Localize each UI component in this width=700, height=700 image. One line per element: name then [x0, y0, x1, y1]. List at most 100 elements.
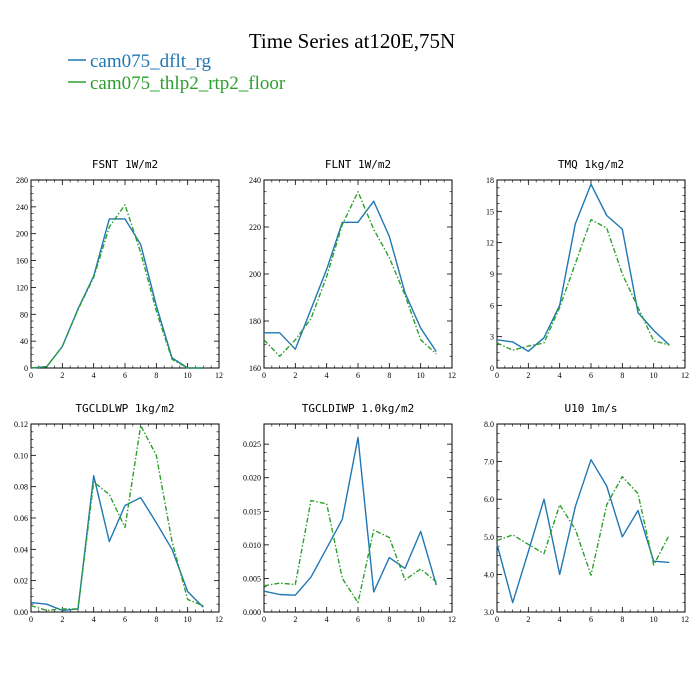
panel-title: FSNT 1W/m2: [92, 158, 158, 171]
x-tick-label: 6: [356, 371, 360, 380]
x-tick-label: 10: [417, 615, 425, 624]
y-tick-label: 4.0: [484, 570, 494, 579]
x-tick-label: 12: [448, 371, 456, 380]
legend-label-green: cam075_thlp2_rtp2_floor: [90, 73, 286, 94]
y-tick-label: 9: [490, 270, 494, 279]
panel-2: FLNT 1W/m2 0 2 4 6 8 10 12 160 180 200 220 240: [249, 158, 456, 380]
series-line-dflt: [496, 183, 670, 352]
legend: cam075_dflt_rg cam075_thlp2_rtp2_floor: [68, 51, 286, 94]
y-tick-label: 6: [490, 301, 494, 310]
y-tick-label: 0.005: [243, 574, 261, 583]
y-tick-label: 0.06: [14, 514, 28, 523]
panel-title: TMQ 1kg/m2: [558, 158, 624, 171]
x-tick-label: 4: [325, 371, 329, 380]
x-tick-label: 2: [293, 615, 297, 624]
x-tick-label: 8: [620, 371, 624, 380]
panel-title: U10 1m/s: [565, 402, 618, 415]
y-tick-label: 240: [16, 203, 28, 212]
plot-frame: [496, 423, 686, 613]
y-tick-label: 160: [16, 257, 28, 266]
y-tick-label: 0.000: [243, 608, 261, 617]
y-tick-label: 200: [16, 230, 28, 239]
x-tick-label: 10: [417, 371, 425, 380]
y-tick-label: 220: [249, 223, 261, 232]
x-tick-label: 2: [293, 371, 297, 380]
x-tick-label: 12: [215, 615, 223, 624]
x-tick-label: 0: [29, 615, 33, 624]
y-tick-label: 6.0: [484, 495, 494, 504]
x-tick-label: 6: [123, 615, 127, 624]
y-tick-label: 15: [486, 207, 494, 216]
series-line-thlp2: [496, 218, 670, 351]
y-tick-label: 0.02: [14, 577, 28, 586]
panel-4: TGCLDLWP 1kg/m2 0 2 4 6 8 10 12 0.00 0.02 0.04 0.06…: [14, 402, 223, 624]
y-tick-label: 240: [249, 176, 261, 185]
y-tick-label: 8.0: [484, 420, 494, 429]
panel-title: FLNT 1W/m2: [325, 158, 391, 171]
plot-frame: [30, 179, 220, 369]
y-tick-label: 0: [490, 364, 494, 373]
x-tick-label: 6: [123, 371, 127, 380]
y-tick-label: 80: [20, 310, 28, 319]
y-tick-label: 200: [249, 270, 261, 279]
x-tick-label: 0: [29, 371, 33, 380]
y-tick-label: 0.04: [14, 545, 28, 554]
x-tick-label: 10: [650, 371, 658, 380]
x-tick-label: 0: [495, 371, 499, 380]
x-tick-label: 12: [215, 371, 223, 380]
x-tick-label: 6: [589, 371, 593, 380]
x-tick-label: 10: [184, 371, 192, 380]
figure-title: Time Series at120E,75N: [249, 29, 455, 53]
series-line-dflt: [264, 200, 437, 352]
series-line-thlp2: [496, 475, 670, 576]
panels: FSNT 1W/m20 2 4 6 8 10 1204080120160200240280F…: [14, 158, 689, 624]
y-tick-label: 0: [24, 364, 28, 373]
panel-title: TGCLDIWP 1.0kg/m2: [302, 402, 415, 415]
y-tick-label: 5.0: [484, 533, 494, 542]
plot-frame: [263, 179, 453, 369]
series-line-thlp2: [263, 191, 437, 357]
x-tick-label: 8: [620, 615, 624, 624]
y-tick-label: 12: [486, 239, 494, 248]
series-line-dflt: [30, 475, 204, 612]
x-tick-label: 0: [262, 371, 266, 380]
y-tick-label: 0.10: [14, 451, 28, 460]
x-tick-label: 12: [681, 615, 689, 624]
x-tick-label: 0: [262, 615, 266, 624]
y-tick-label: 120: [16, 283, 28, 292]
y-tick-label: 280: [16, 176, 28, 185]
y-tick-label: 0.015: [243, 507, 261, 516]
y-tick-label: 160: [249, 364, 261, 373]
y-tick-label: 3: [490, 333, 494, 342]
x-tick-label: 4: [92, 371, 96, 380]
x-tick-label: 8: [154, 371, 158, 380]
series-line-dflt: [263, 436, 437, 596]
y-tick-label: 180: [249, 317, 261, 326]
x-tick-label: 4: [558, 615, 562, 624]
y-tick-label: 0.020: [243, 474, 261, 483]
x-tick-label: 2: [60, 615, 64, 624]
y-tick-label: 18: [486, 176, 494, 185]
x-tick-label: 6: [356, 615, 360, 624]
series-line-thlp2: [30, 424, 204, 612]
y-tick-label: 40: [20, 337, 28, 346]
x-tick-label: 2: [526, 371, 530, 380]
x-tick-label: 2: [526, 615, 530, 624]
series-line-dflt: [496, 459, 670, 604]
x-tick-label: 12: [448, 615, 456, 624]
x-tick-label: 12: [681, 371, 689, 380]
panel-3: TMQ 1kg/m2 0 2 4 6 8 10 12 0 3 6 9 12 15 18: [486, 158, 689, 380]
panel-title: TGCLDLWP 1kg/m2: [75, 402, 174, 415]
x-tick-label: 10: [650, 615, 658, 624]
series-line-dflt: [30, 218, 204, 369]
y-tick-label: 0.08: [14, 483, 28, 492]
y-tick-label: 0.12: [14, 420, 28, 429]
y-tick-label: 7.0: [484, 458, 494, 467]
y-tick-label: 0.00: [14, 608, 28, 617]
y-tick-label: 0.025: [243, 440, 261, 449]
y-tick-label: 0.010: [243, 541, 261, 550]
x-tick-label: 4: [92, 615, 96, 624]
x-tick-label: 4: [558, 371, 562, 380]
